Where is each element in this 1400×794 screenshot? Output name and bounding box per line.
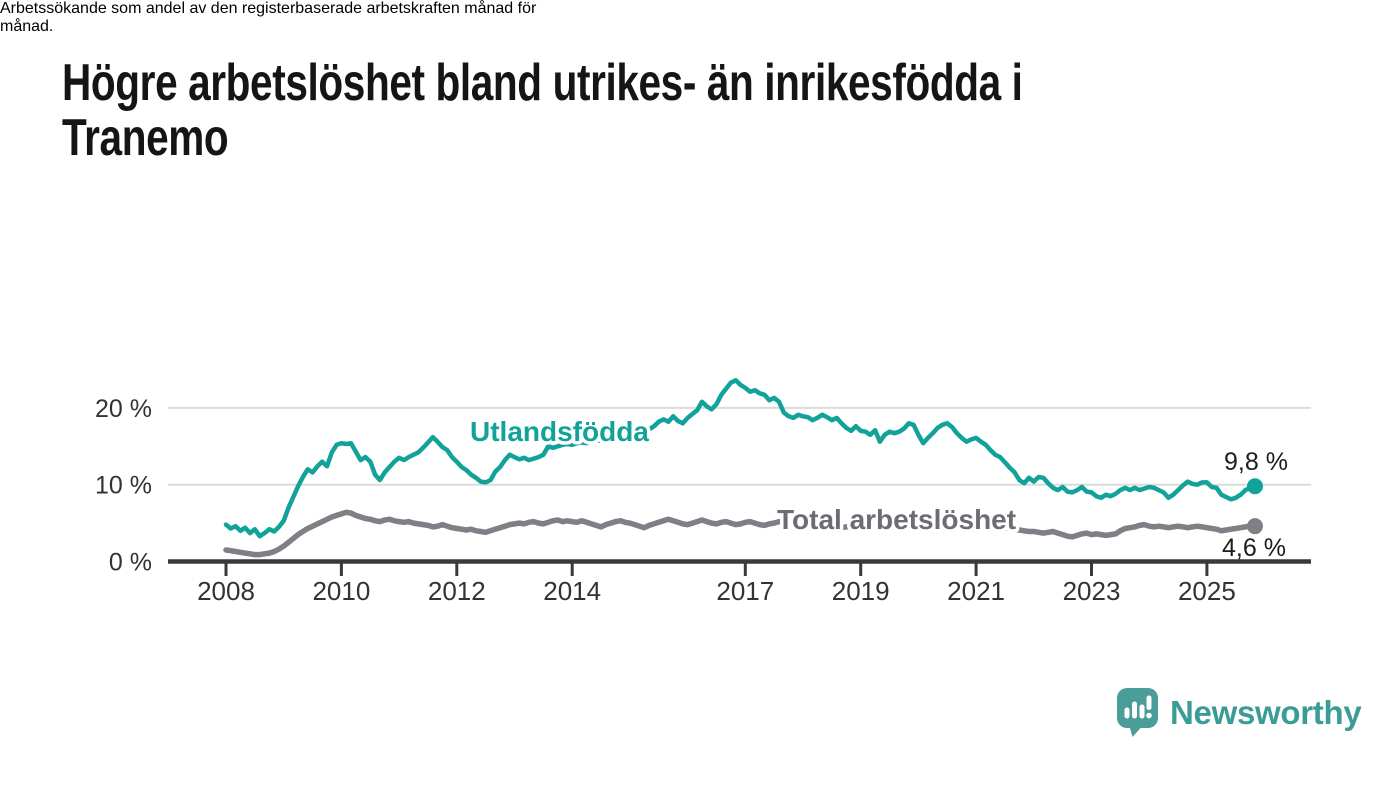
page-title-line-2: Tranemo xyxy=(62,109,229,167)
x-tick-label-2021: 2021 xyxy=(947,576,1005,606)
newsworthy-logo-text: Newsworthy xyxy=(1170,693,1362,731)
y-tick-label-10: 10 % xyxy=(95,472,152,500)
series-line-utlandsfodda xyxy=(223,378,1258,539)
x-tick-label-2025: 2025 xyxy=(1178,576,1236,606)
y-tick-label-20: 20 % xyxy=(95,395,152,423)
page-title: Högre arbetslöshet bland utrikes- än inr… xyxy=(62,56,1023,166)
bar-chart-speech-bubble-icon xyxy=(1117,688,1158,737)
series-line-total xyxy=(223,509,1258,558)
x-tick-label-2014: 2014 xyxy=(543,576,601,606)
series-label-total: Total arbetslöshet xyxy=(777,504,1016,535)
page-subtitle-line-2: månad. xyxy=(0,18,54,35)
x-tick-label-2019: 2019 xyxy=(832,576,890,606)
newsworthy-logo: Newsworthy xyxy=(1117,688,1362,737)
x-tick-label-2008: 2008 xyxy=(197,576,255,606)
page-subtitle-line-1: Arbetssökande som andel av den registerb… xyxy=(0,0,537,17)
page-title-line-1: Högre arbetslöshet bland utrikes- än inr… xyxy=(62,54,1023,112)
series-end-value-utlandsfodda: 9,8 % xyxy=(1224,448,1288,476)
series-label-utlandsfodda: Utlandsfödda xyxy=(470,416,649,447)
x-tick-label-2017: 2017 xyxy=(716,576,774,606)
x-tick-label-2012: 2012 xyxy=(428,576,486,606)
series-end-dot-utlandsfodda xyxy=(1246,478,1263,495)
y-tick-label-0: 0 % xyxy=(109,549,152,577)
x-tick-label-2010: 2010 xyxy=(312,576,370,606)
series-end-dot-total xyxy=(1246,518,1263,535)
x-tick-label-2023: 2023 xyxy=(1063,576,1121,606)
series-end-value-total: 4,6 % xyxy=(1222,534,1286,562)
